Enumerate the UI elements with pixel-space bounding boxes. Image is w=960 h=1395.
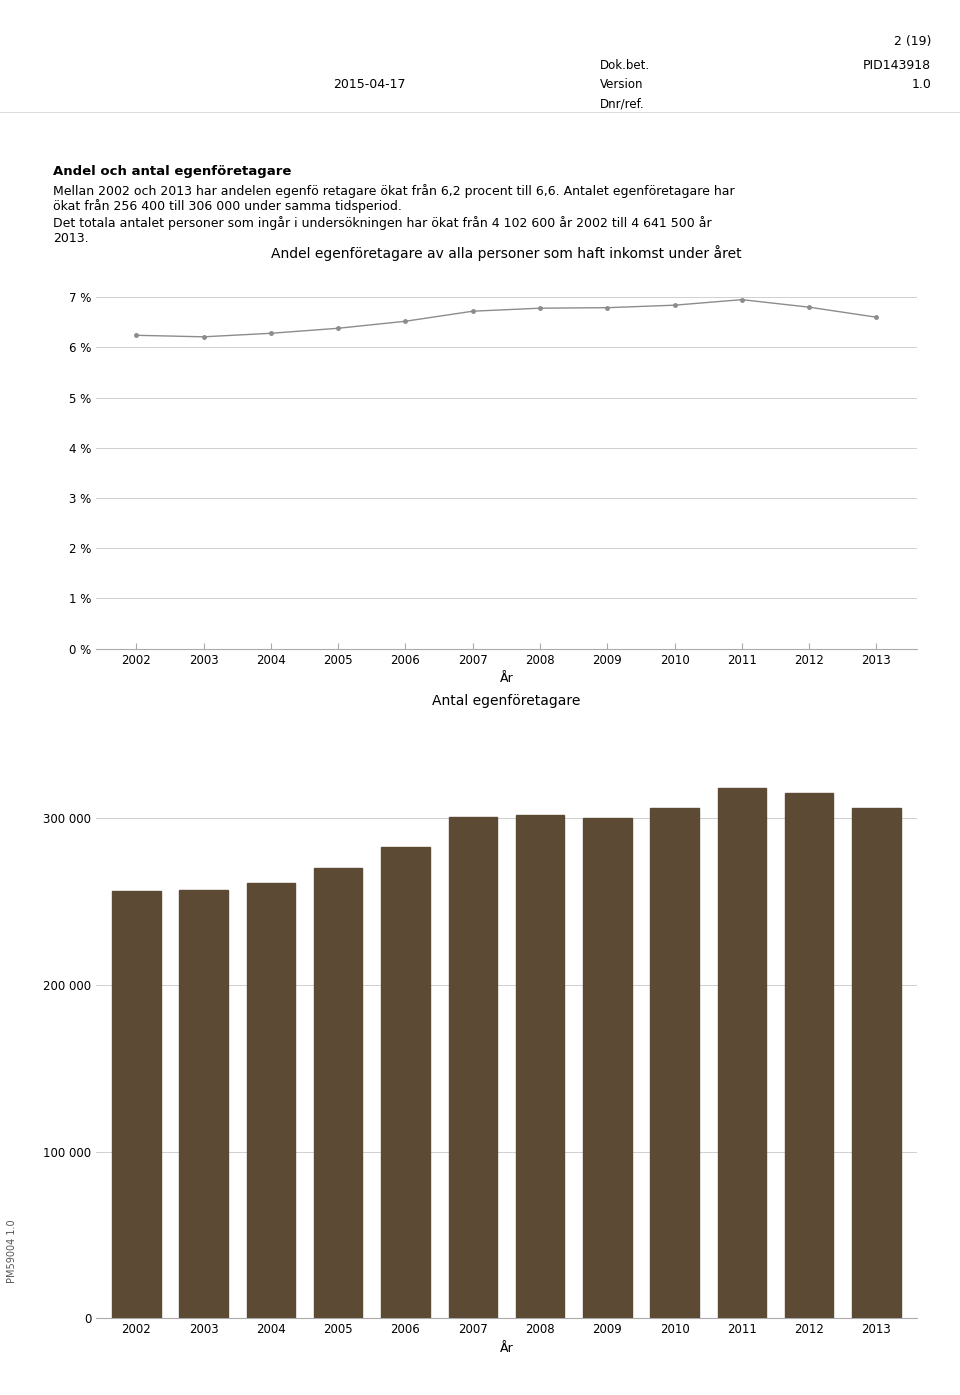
Text: 1.0: 1.0 <box>911 78 931 91</box>
Title: Antal egenföretagare: Antal egenföretagare <box>432 693 581 707</box>
Text: ökat från 256 400 till 306 000 under samma tidsperiod.: ökat från 256 400 till 306 000 under sam… <box>53 199 401 213</box>
Bar <box>448 816 497 1318</box>
Text: Dnr/ref.: Dnr/ref. <box>600 98 644 110</box>
Bar <box>180 890 228 1318</box>
Bar <box>650 809 699 1318</box>
Text: PM59004 1.0: PM59004 1.0 <box>7 1219 16 1283</box>
Text: 2015-04-17: 2015-04-17 <box>333 78 406 91</box>
Text: Andel och antal egenföretagare: Andel och antal egenföretagare <box>53 165 291 177</box>
X-axis label: År: År <box>499 1342 514 1355</box>
Text: Version: Version <box>600 78 643 91</box>
Bar <box>718 788 766 1318</box>
Text: Det totala antalet personer som ingår i undersökningen har ökat från 4 102 600 å: Det totala antalet personer som ingår i … <box>53 216 711 230</box>
Text: Mellan 2002 och 2013 har andelen egenfö retagare ökat från 6,2 procent till 6,6.: Mellan 2002 och 2013 har andelen egenfö … <box>53 184 734 198</box>
X-axis label: År: År <box>499 672 514 685</box>
Title: Andel egenföretagare av alla personer som haft inkomst under året: Andel egenföretagare av alla personer so… <box>271 246 742 261</box>
Bar <box>112 891 160 1318</box>
Bar <box>852 809 900 1318</box>
Bar <box>247 883 295 1318</box>
Text: 2013.: 2013. <box>53 232 88 244</box>
Text: 2 (19): 2 (19) <box>894 35 931 47</box>
Bar <box>516 815 564 1318</box>
Bar <box>314 868 363 1318</box>
Bar <box>785 794 833 1318</box>
Bar <box>381 847 430 1318</box>
Text: PID143918: PID143918 <box>863 59 931 71</box>
Text: Dok.bet.: Dok.bet. <box>600 59 650 71</box>
Bar <box>583 819 632 1318</box>
